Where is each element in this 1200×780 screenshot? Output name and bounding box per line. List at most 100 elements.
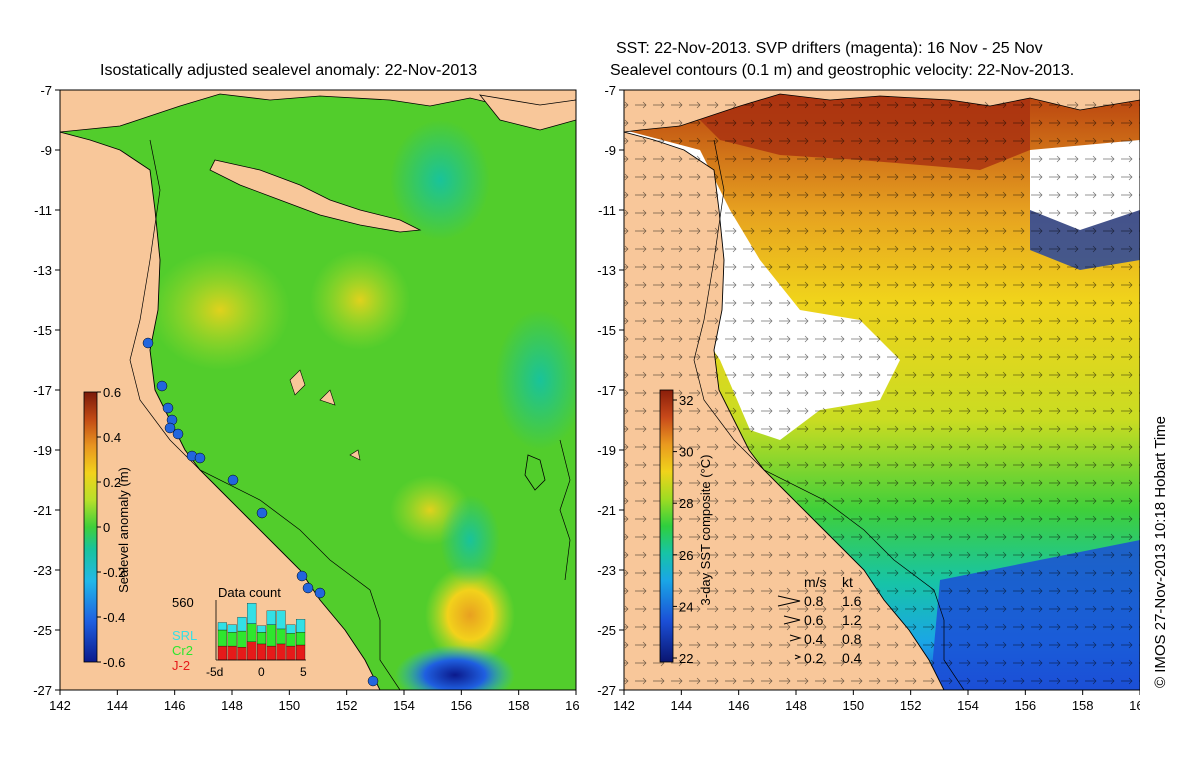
- sealevel-colorbar: [83, 391, 98, 663]
- x-tick-label: 146: [728, 698, 750, 713]
- y-tick-label: -25: [33, 623, 52, 638]
- x-tick-label: 152: [900, 698, 922, 713]
- sst-colorbar-label: 3-day SST composite (°C): [698, 455, 713, 606]
- x-tick-label: 148: [785, 698, 807, 713]
- speed-row-kt: 0.4: [842, 650, 862, 666]
- data-count-bar: [256, 625, 267, 633]
- data-count-bar: [247, 623, 257, 642]
- speed-row-kt: 1.2: [842, 612, 862, 628]
- speed-row-ms: 0.2: [804, 650, 824, 666]
- y-tick-label: -21: [33, 503, 52, 518]
- left-x-axis: 142 144 146 148 150 152 154 156 158 160: [49, 690, 580, 713]
- colorbar-tick-label: 24: [679, 599, 693, 614]
- sealevel-colorbar-ticks: 0.6 0.4 0.2 0 -0.2 -0.4 -0.6: [97, 385, 125, 670]
- x-tick-label: 160: [1129, 698, 1140, 713]
- copyright-notice: © IMOS 27-Nov-2013 10:18 Hobart Time: [1152, 416, 1169, 688]
- y-tick-label: -11: [598, 203, 616, 218]
- data-count-bar: [256, 631, 267, 645]
- x-tick-label: 158: [508, 698, 530, 713]
- y-tick-label: -7: [40, 83, 52, 98]
- speed-row-ms: 0.4: [804, 631, 824, 647]
- sst-map: 142 144 146 148 150 152 154 156 158 160 -7 -9 -11 -1…: [597, 83, 1140, 713]
- data-count-bar: [266, 610, 276, 625]
- sealevel-colorbar-label: Sealevel anomaly (m): [116, 467, 131, 593]
- right-x-axis: 142 144 146 148 150 152 154 156 158 160: [613, 690, 1140, 713]
- data-count-bar: [237, 630, 247, 648]
- y-tick-label: -27: [597, 683, 616, 698]
- right-y-axis: -7 -9 -11 -13 -15 -17 -19 -21 -23 -25 -27: [597, 83, 624, 698]
- x-tick-label: 152: [336, 698, 358, 713]
- speed-row-kt: 1.6: [842, 593, 862, 609]
- y-tick-label: -9: [604, 143, 616, 158]
- data-count-bar: [247, 641, 257, 661]
- colorbar-tick-label: -0.6: [103, 655, 125, 670]
- y-tick-label: -27: [33, 683, 52, 698]
- colorbar-tick-label: 30: [679, 445, 693, 460]
- speed-row-ms: 0.6: [804, 612, 824, 628]
- x-tick-label: 158: [1072, 698, 1094, 713]
- y-tick-label: -21: [597, 503, 616, 518]
- data-count-x-label-mid: 0: [258, 665, 265, 679]
- y-tick-label: -7: [604, 83, 616, 98]
- x-tick-label: 154: [957, 698, 979, 713]
- x-tick-label: 154: [393, 698, 415, 713]
- data-count-bar: [256, 643, 267, 661]
- y-tick-label: -17: [597, 383, 616, 398]
- colorbar-tick-label: -0.2: [103, 565, 125, 580]
- y-tick-label: -13: [33, 263, 52, 278]
- colorbar-tick-label: -0.4: [103, 610, 125, 625]
- x-tick-label: 144: [106, 698, 128, 713]
- x-tick-label: 144: [670, 698, 692, 713]
- y-tick-label: -11: [34, 203, 52, 218]
- y-tick-label: -17: [33, 383, 52, 398]
- data-count-bar: [286, 624, 296, 634]
- legend-j2: J-2: [172, 658, 190, 673]
- data-count-chart: [217, 603, 306, 661]
- y-tick-label: -19: [33, 443, 52, 458]
- y-tick-label: -15: [33, 323, 52, 338]
- data-count-bar: [227, 645, 237, 661]
- data-count-x-label-start: -5d: [206, 665, 223, 679]
- copyright-notice-wrap: © IMOS 27-Nov-2013 10:18 Hobart Time: [1152, 416, 1169, 688]
- speed-key: m/s kt 0.8 1.6 0.6 1.2 0.4 0.8 0.2 0.4: [777, 574, 862, 666]
- data-count-bar: [296, 644, 306, 661]
- data-count-bar: [286, 633, 296, 647]
- y-tick-label: -25: [597, 623, 616, 638]
- y-tick-label: -23: [597, 563, 616, 578]
- y-tick-label: -23: [33, 563, 52, 578]
- speed-row-ms: 0.8: [804, 593, 824, 609]
- data-count-bar: [296, 619, 306, 633]
- legend-cr2: Cr2: [172, 643, 193, 658]
- data-count-bar: [217, 645, 227, 661]
- y-tick-label: -13: [597, 263, 616, 278]
- data-count-bar: [296, 631, 306, 646]
- data-count-bar: [266, 624, 276, 647]
- x-tick-label: 150: [842, 698, 864, 713]
- y-tick-label: -19: [597, 443, 616, 458]
- y-tick-label: -15: [597, 323, 616, 338]
- colorbar-tick-label: 26: [679, 548, 693, 563]
- data-count-bar: [227, 624, 237, 633]
- x-tick-label: 146: [164, 698, 186, 713]
- data-count-x-label-end: 5: [300, 665, 307, 679]
- data-count-max-label: 560: [172, 595, 194, 610]
- left-panel-title: Isostatically adjusted sealevel anomaly:…: [100, 62, 478, 79]
- legend-srl: SRL: [172, 628, 197, 643]
- colorbar-tick-label: 0.4: [103, 430, 121, 445]
- x-tick-label: 160: [565, 698, 580, 713]
- x-tick-label: 156: [1014, 698, 1036, 713]
- x-tick-label: 156: [450, 698, 472, 713]
- x-tick-label: 142: [49, 698, 71, 713]
- x-tick-label: 148: [221, 698, 243, 713]
- colorbar-tick-label: 28: [679, 496, 693, 511]
- data-count-bar: [276, 628, 286, 645]
- data-count-bar: [276, 643, 286, 661]
- colorbar-tick-label: 0.2: [103, 475, 121, 490]
- left-y-axis: -7 -9 -11 -13 -15 -17 -19 -21 -23 -25 -27: [33, 83, 60, 698]
- data-count-bar: [217, 629, 227, 647]
- tide-gauge-markers: [142, 337, 379, 687]
- data-count-title: Data count: [218, 585, 281, 600]
- right-panel-title-line1: SST: 22-Nov-2013. SVP drifters (magenta)…: [616, 40, 1043, 57]
- sst-colorbar-ticks: 32 30 28 26 24 22: [673, 393, 693, 666]
- data-count-bar: [237, 646, 247, 661]
